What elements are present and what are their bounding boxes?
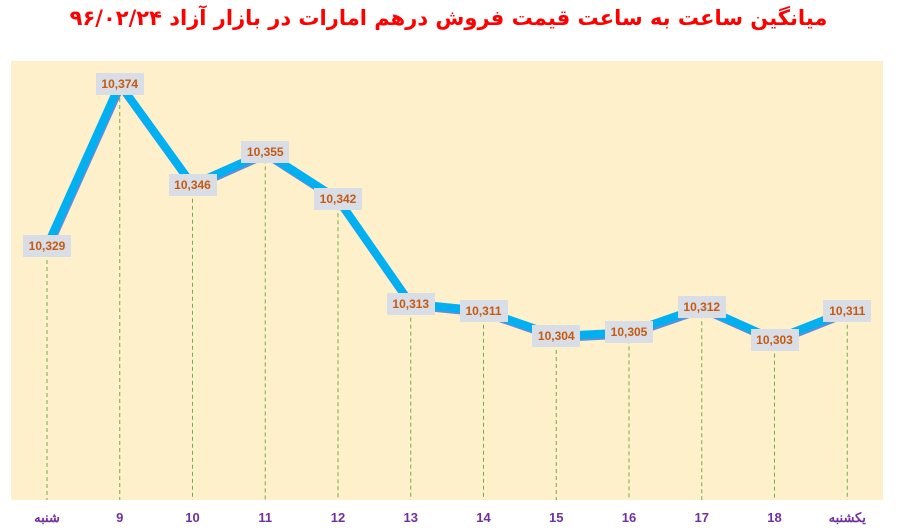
data-label: 10,305 <box>605 321 653 344</box>
series-line <box>43 80 849 344</box>
data-label: 10,311 <box>823 299 872 322</box>
x-axis-label: 9 <box>116 510 124 525</box>
data-label: 10,312 <box>677 296 726 319</box>
x-axis-label: 13 <box>403 510 418 525</box>
data-label: 10,342 <box>314 188 362 211</box>
data-label: 10,313 <box>386 292 435 315</box>
x-axis-label: یکشنبه <box>828 510 866 525</box>
x-axis-label: 16 <box>621 510 637 525</box>
x-axis-label: 12 <box>330 510 346 525</box>
x-axis-label: 17 <box>694 510 709 525</box>
x-axis-label: شنبه <box>34 510 60 525</box>
data-label: 10,355 <box>241 141 290 164</box>
x-axis-label: 11 <box>258 510 273 525</box>
series-line-shadow <box>44 82 850 346</box>
drop-lines <box>46 84 848 500</box>
data-label: 10,303 <box>750 328 799 351</box>
x-axis-label: 18 <box>767 510 782 525</box>
data-label: 10,329 <box>23 235 71 257</box>
x-axis-label: 10 <box>185 510 200 525</box>
x-axis-label: 15 <box>549 510 564 525</box>
data-label: 10,304 <box>532 325 581 347</box>
data-label: 10,311 <box>459 299 508 322</box>
x-axis-label: 14 <box>476 510 491 525</box>
data-label: 10,374 <box>95 73 144 95</box>
data-label: 10,346 <box>168 173 217 196</box>
chart-title: میانگین ساعت به ساعت قیمت فروش درهم امار… <box>69 6 828 30</box>
